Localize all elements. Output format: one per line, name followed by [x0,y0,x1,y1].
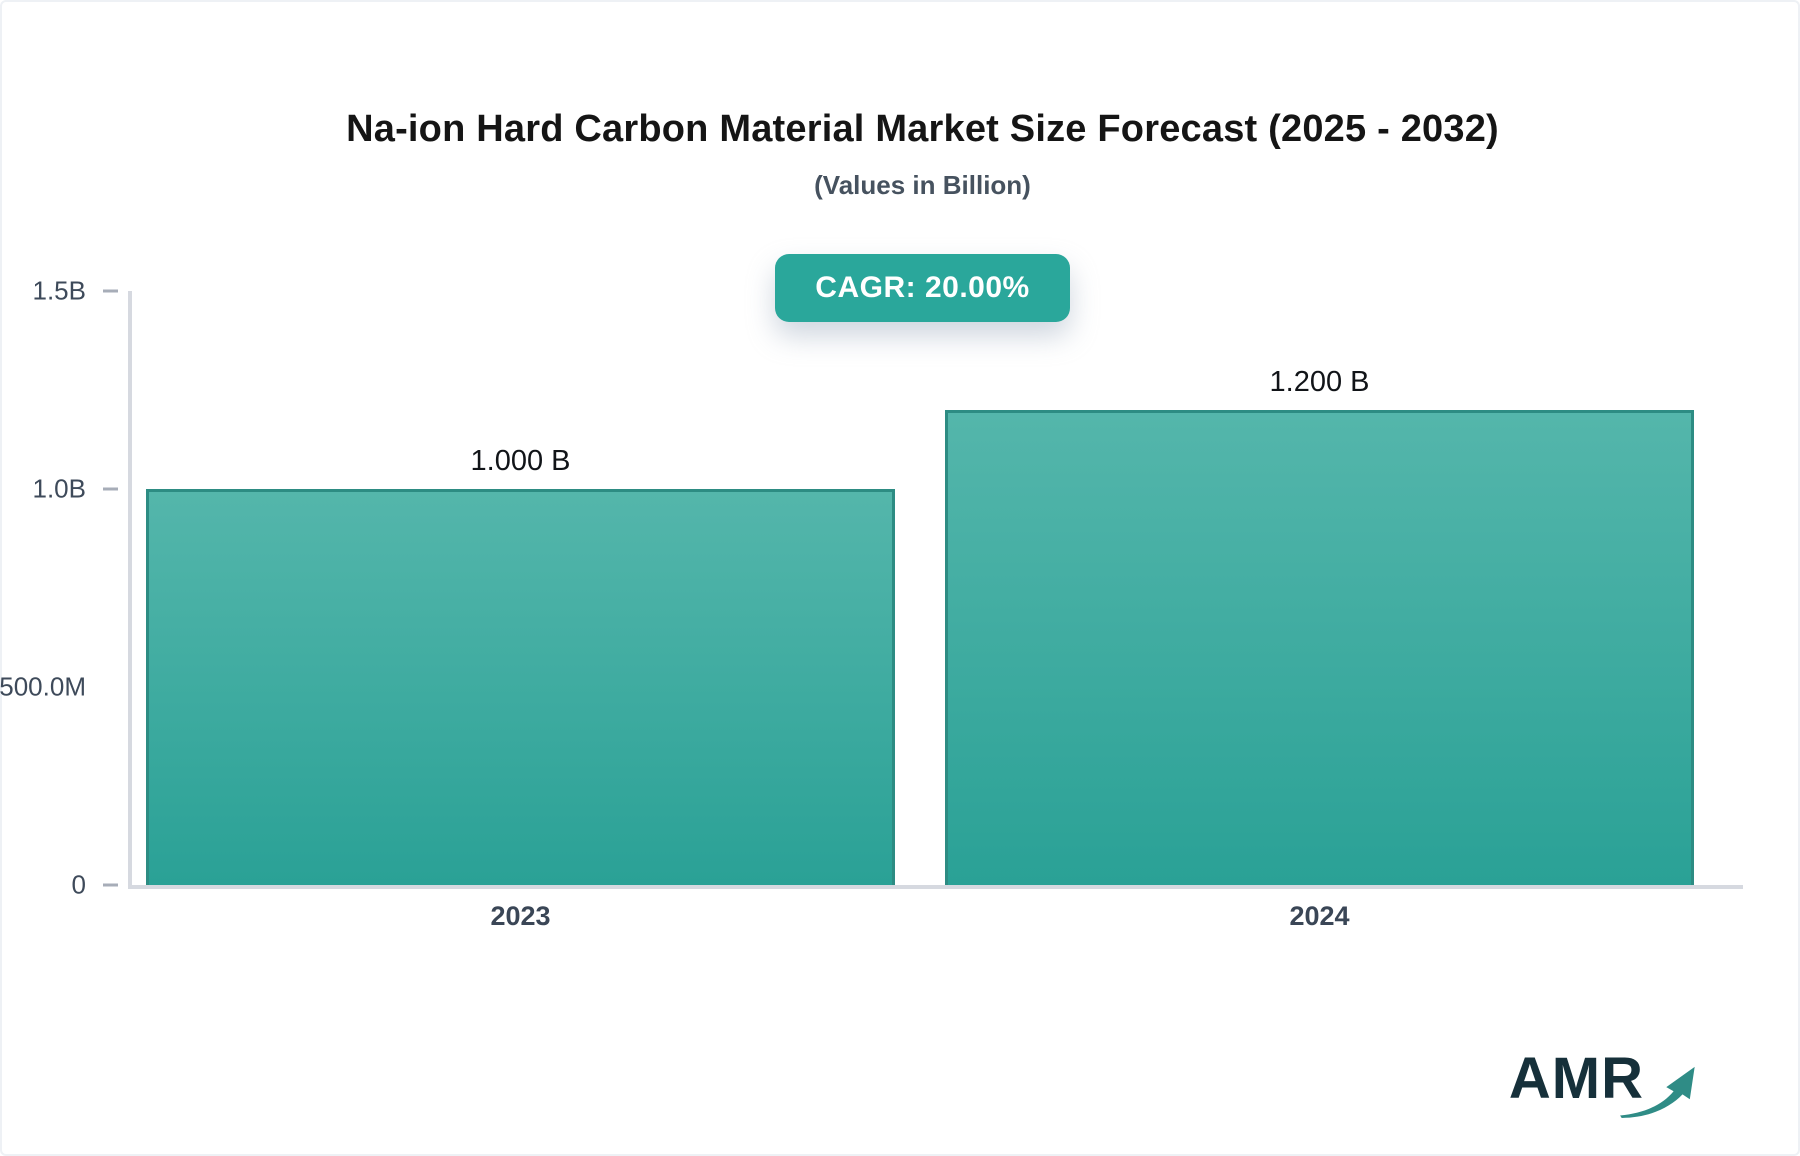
amr-logo: AMR [1508,1046,1700,1118]
y-tick-label: 0 [71,869,86,900]
y-tick: 500.0M [0,672,128,703]
bar-2024[interactable]: 1.200 B [945,366,1694,885]
chart-subtitle: (Values in Billion) [814,170,1031,200]
cagr-badge: CAGR: 20.00% [775,254,1070,322]
plot-area: 1.000 B 1.200 B 2023 2024 [128,291,1743,931]
bar-value-label: 1.200 B [1269,365,1370,398]
y-axis-line [128,291,132,889]
y-axis: 1.5B 1.0B 500.0M 0 [0,276,129,900]
bar-value-label: 1.000 B [470,445,571,477]
bar-2023[interactable]: 1.000 B [146,445,895,885]
y-tick: 1.5B [33,276,129,307]
y-tick: 1.0B [33,474,129,505]
y-tick-label: 1.5B [32,275,87,306]
y-tick-label: 1.0B [32,473,87,504]
y-tick-dash [103,883,118,887]
y-tick: 0 [72,870,128,901]
cagr-badge-wrap: CAGR: 20.00% [45,254,1800,322]
x-axis-labels: 2023 2024 [146,901,1694,932]
x-tick-label: 2023 [490,901,551,931]
bar-slot: 1.000 B [146,291,895,885]
x-axis-line [128,885,1743,889]
x-tick-label: 2024 [1289,901,1350,931]
bar-slot: 1.200 B [945,291,1694,885]
amr-logo-text: AMR [1508,1046,1644,1111]
amr-logo-arrow-icon [1620,1066,1695,1118]
bars-region: 1.000 B 1.200 B [146,291,1694,885]
chart-title: Na-ion Hard Carbon Material Market Size … [346,108,1499,150]
y-tick-dash [103,289,118,293]
y-tick-label: 500.0M [0,671,86,702]
y-tick-dash [103,487,118,491]
